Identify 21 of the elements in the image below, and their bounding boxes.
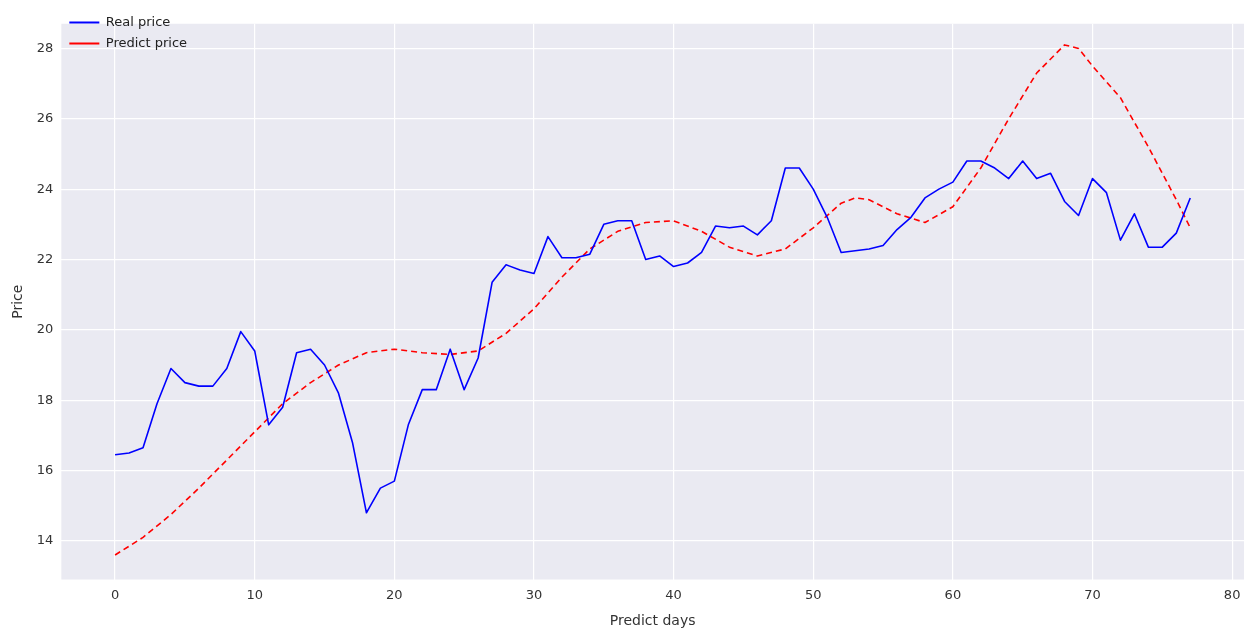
y-tick-label: 26 <box>36 110 54 126</box>
x-tick-label: 30 <box>525 586 543 602</box>
x-tick-label: 50 <box>804 586 822 602</box>
x-tick-label: 10 <box>246 586 263 602</box>
y-tick-label: 22 <box>36 250 54 266</box>
x-tick-label: 70 <box>1084 586 1101 602</box>
y-tick-label: 28 <box>36 39 54 55</box>
x-axis-title: Predict days <box>609 612 696 629</box>
y-tick-label: 16 <box>36 461 54 477</box>
x-tick-label: 0 <box>110 586 120 602</box>
y-tick-label: 24 <box>36 180 54 196</box>
y-axis-title: Price <box>9 284 26 319</box>
x-tick-label: 60 <box>944 586 962 602</box>
y-tick-label: 18 <box>36 391 54 407</box>
legend-label: Predict price <box>105 34 188 50</box>
x-tick-label: 40 <box>665 586 682 602</box>
legend-label: Real price <box>105 13 171 29</box>
x-tick-label: 80 <box>1223 586 1241 602</box>
y-tick-label: 20 <box>36 321 54 337</box>
y-tick-label: 14 <box>36 532 54 548</box>
x-tick-label: 20 <box>386 586 403 602</box>
